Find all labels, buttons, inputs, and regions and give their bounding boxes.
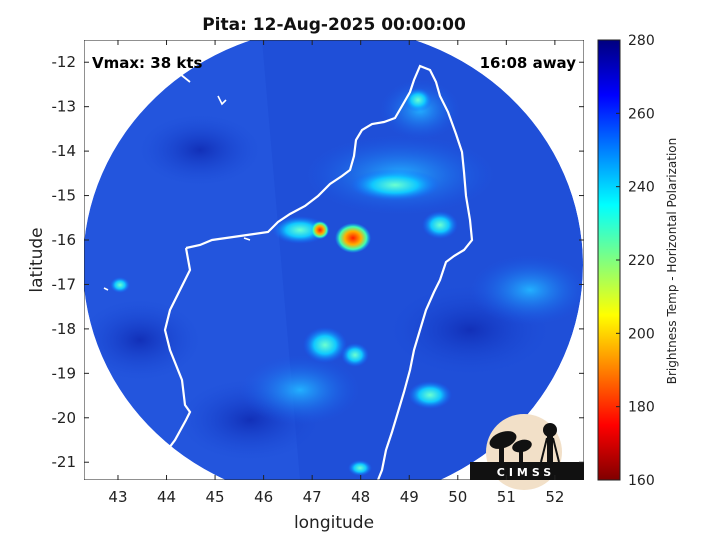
x-tick-label: 47 (303, 488, 322, 506)
colorbar-tick-label: 220 (628, 253, 655, 269)
x-tick-label: 44 (157, 488, 176, 506)
x-tick-label: 50 (448, 488, 467, 506)
y-axis-label: latitude (27, 227, 47, 292)
colorbar-label: Brightness Temp - Horizontal Polarizatio… (665, 138, 679, 385)
x-tick-label: 45 (206, 488, 225, 506)
y-tick-label: -12 (52, 53, 77, 71)
colorbar-tick-label: 260 (628, 106, 655, 122)
colorbar-tick-label: 240 (628, 180, 655, 196)
y-tick-label: -21 (52, 453, 77, 471)
y-axis-ticks: -12 -13 -14 -15 -16 -17 -18 -19 -20 -21 (52, 53, 584, 471)
coastline (103, 40, 474, 480)
y-tick-label: -17 (52, 275, 77, 293)
y-tick-label: -13 (52, 98, 77, 116)
x-tick-label: 51 (497, 488, 516, 506)
x-tick-label: 43 (108, 488, 127, 506)
plot-title: Pita: 12-Aug-2025 00:00:00 (202, 15, 466, 35)
x-tick-label: 48 (351, 488, 370, 506)
colorbar-tick-label: 180 (628, 400, 655, 416)
y-tick-label: -15 (52, 187, 77, 205)
cimss-logo-text: CIMSS (497, 466, 555, 479)
plot-area (84, 40, 584, 480)
colorbar-ticks: 280 260 240 220 200 180 160 (616, 33, 655, 489)
time-away-label: 16:08 away (480, 54, 577, 72)
y-tick-label: -16 (52, 231, 77, 249)
colorbar-tick-label: 160 (628, 473, 655, 489)
cimss-logo: CIMSS (470, 414, 584, 490)
x-tick-label: 49 (400, 488, 419, 506)
y-tick-label: -14 (52, 142, 77, 160)
y-tick-label: -18 (52, 320, 77, 338)
x-tick-label: 52 (545, 488, 564, 506)
brightness-temperature-field (84, 40, 583, 480)
vmax-label: Vmax: 38 kts (92, 54, 202, 72)
x-axis-ticks: 43 44 45 46 47 48 49 50 51 52 (108, 40, 564, 506)
y-tick-label: -19 (52, 364, 77, 382)
colorbar-tick-label: 280 (628, 33, 655, 49)
x-axis-label: longitude (294, 513, 374, 533)
x-tick-label: 46 (254, 488, 273, 506)
colorbar: 280 260 240 220 200 180 160 Brightness Temp - … (597, 33, 679, 489)
y-tick-label: -20 (52, 409, 77, 427)
colorbar-tick-label: 200 (628, 326, 655, 342)
